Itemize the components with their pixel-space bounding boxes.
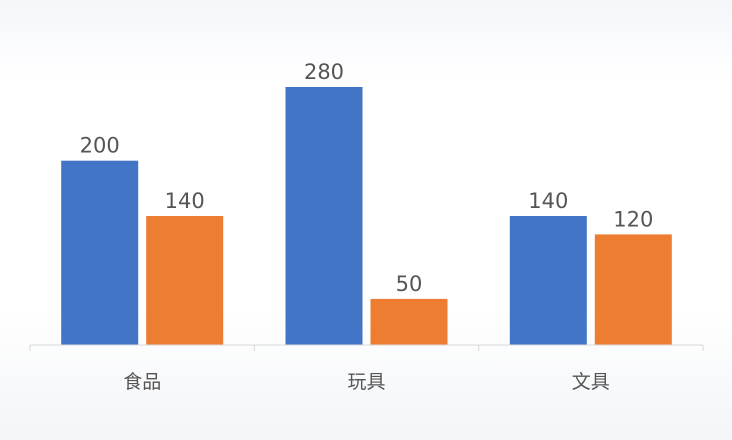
data-label-series-1-1: 280 bbox=[304, 60, 344, 84]
bars-group bbox=[61, 87, 672, 345]
x-tick-label-1: 玩具 bbox=[347, 371, 385, 393]
bar-series-2-1[interactable] bbox=[370, 298, 448, 345]
bar-series-2-0[interactable] bbox=[146, 216, 224, 345]
value-labels-group: 200 140 280 50 140 120 bbox=[80, 60, 654, 296]
data-label-series-2-2: 120 bbox=[613, 207, 653, 231]
data-label-series-1-0: 200 bbox=[80, 134, 120, 158]
bar-series-1-1[interactable] bbox=[285, 87, 363, 345]
x-tick-label-2: 文具 bbox=[572, 371, 610, 393]
bar-series-1-2[interactable] bbox=[509, 216, 587, 345]
data-label-series-2-1: 50 bbox=[396, 272, 423, 296]
x-tick-label-0: 食品 bbox=[123, 371, 161, 393]
category-labels-group: 食品 玩具 文具 bbox=[123, 371, 610, 393]
data-label-series-1-2: 140 bbox=[528, 189, 568, 213]
data-label-series-2-0: 140 bbox=[165, 189, 205, 213]
bar-series-1-0[interactable] bbox=[61, 160, 139, 345]
x-axis-ticks bbox=[29, 345, 704, 351]
bar-series-2-2[interactable] bbox=[594, 234, 672, 345]
